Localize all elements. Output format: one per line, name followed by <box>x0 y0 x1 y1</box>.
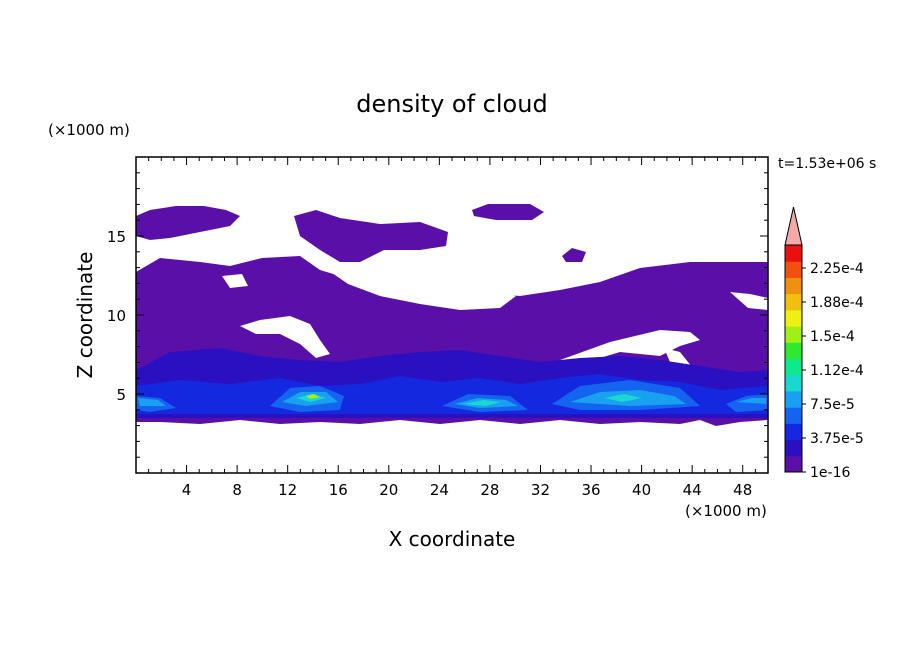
y-unit-label: (×1000 m) <box>48 121 130 139</box>
colorbar-label: 3.75e-5 <box>810 431 864 447</box>
colorbar-swatch <box>785 374 802 392</box>
upper-cloud-patches <box>136 206 240 240</box>
colorbar-swatch <box>785 390 802 408</box>
time-label: t=1.53e+06 s <box>778 156 876 172</box>
x-unit-label: (×1000 m) <box>685 502 767 520</box>
colorbar-swatch <box>785 261 802 278</box>
y-tick-label: 15 <box>107 228 126 246</box>
clear-gap <box>540 330 700 380</box>
upper-cloud-patches <box>562 248 586 262</box>
colorbar-swatch <box>785 423 802 441</box>
upper-cloud-patches <box>294 210 448 262</box>
x-axis-label: X coordinate <box>389 527 516 551</box>
y-tick-label: 5 <box>116 386 126 404</box>
colorbar-label: 2.25e-4 <box>810 261 864 277</box>
x-tick-label: 32 <box>531 481 550 499</box>
colorbar-label: 1.5e-4 <box>810 329 855 345</box>
colorbar-label: 1.12e-4 <box>810 363 864 379</box>
clear-gap <box>730 292 768 310</box>
x-tick-label: 12 <box>278 481 297 499</box>
clear-gap <box>222 274 248 288</box>
upper-cloud-patches <box>472 204 544 220</box>
x-tick-label: 44 <box>683 481 702 499</box>
colorbar-label: 1e-16 <box>810 465 850 481</box>
x-tick-label: 20 <box>379 481 398 499</box>
clear-gap <box>240 316 330 358</box>
high-density-cores <box>306 394 320 399</box>
colorbar-swatch <box>785 439 802 457</box>
colorbar-swatch <box>785 407 802 424</box>
chart-title: density of cloud <box>356 90 547 118</box>
colorbar-swatch <box>785 293 802 311</box>
x-tick-label: 48 <box>733 481 752 499</box>
cloud-field <box>136 204 768 426</box>
x-axis: 4 8 12 16 20 24 28 32 36 40 44 48 <box>148 157 756 499</box>
colorbar: 1e-16 3.75e-5 7.5e-5 1.12e-4 1.5e-4 1.88e-4 2.… <box>784 206 864 481</box>
y-axis: 5 10 15 <box>107 172 768 458</box>
clear-gap <box>322 262 516 310</box>
colorbar-swatch <box>785 245 802 262</box>
y-tick-label: 10 <box>107 307 126 325</box>
x-tick-label: 36 <box>581 481 600 499</box>
colorbar-swatch <box>785 358 802 376</box>
colorbar-swatch <box>785 342 802 359</box>
colorbar-swatch <box>785 309 802 327</box>
colorbar-label: 7.5e-5 <box>810 397 855 413</box>
x-tick-label: 28 <box>480 481 499 499</box>
x-tick-label: 16 <box>329 481 348 499</box>
colorbar-extend-arrow <box>784 206 803 246</box>
colorbar-swatch <box>785 326 802 343</box>
high-density-cores <box>138 390 766 408</box>
colorbar-swatch <box>785 277 802 295</box>
x-tick-label: 24 <box>430 481 449 499</box>
colorbar-swatch <box>785 455 802 473</box>
x-tick-label: 8 <box>232 481 242 499</box>
y-axis-label: Z coordinate <box>73 252 97 379</box>
colorbar-label: 1.88e-4 <box>810 295 864 311</box>
x-tick-label: 4 <box>182 481 192 499</box>
x-tick-label: 40 <box>632 481 651 499</box>
high-density-cores <box>296 394 642 406</box>
